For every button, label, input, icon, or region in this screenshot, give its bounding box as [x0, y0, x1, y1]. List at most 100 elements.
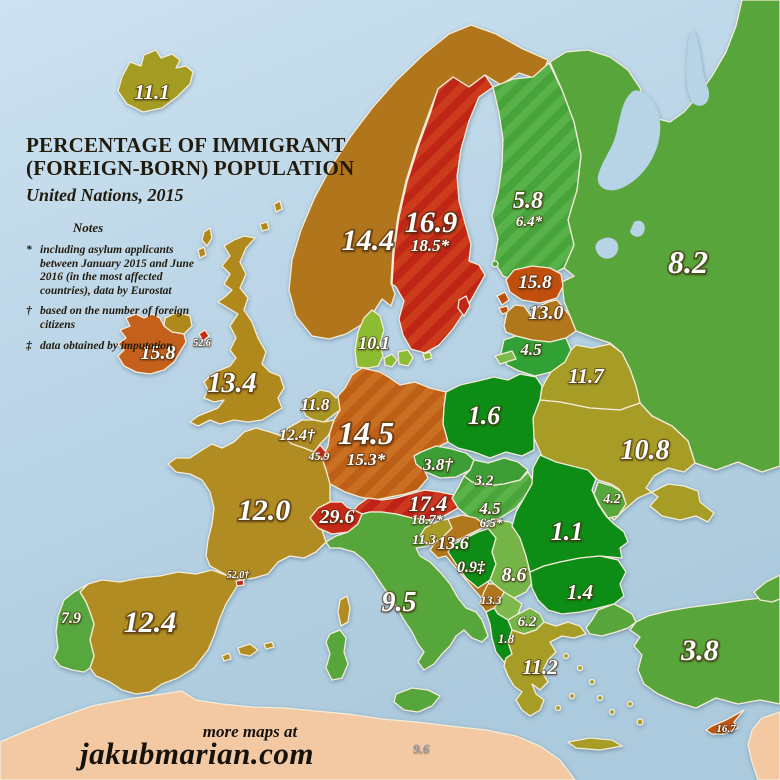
region-north-africa	[0, 690, 576, 780]
label-bosnia: 0.9‡	[457, 559, 486, 576]
country-denmark	[354, 309, 385, 369]
country-cyprus	[705, 709, 745, 735]
title-block: PERCENTAGE OF IMMIGRANT (FOREIGN-BORN) P…	[26, 133, 356, 360]
label-estonia: 15.8	[518, 272, 552, 293]
region-kaliningrad	[494, 350, 517, 365]
label-lithuania: 4.5	[519, 340, 542, 359]
label-spain: 12.4	[124, 606, 177, 639]
footer-more-maps: more maps at	[202, 722, 298, 741]
label-montenegro: 13.3	[481, 593, 502, 607]
label-hungary: 4.5	[478, 499, 501, 518]
note-asterisk: * including asylum applicants between Ja…	[26, 244, 194, 298]
label-belarus: 11.7	[568, 364, 605, 388]
country-united-kingdom	[189, 235, 285, 427]
note-dagger: † based on the number of foreign citizen…	[26, 305, 194, 332]
label-ireland: 15.8	[141, 342, 176, 364]
label-andorra: 52.0†	[227, 570, 251, 581]
label-switzerland: 29.6	[319, 506, 355, 528]
region-middle-east	[747, 711, 780, 780]
country-poland	[442, 373, 543, 459]
label-albania: 1.8	[498, 631, 515, 646]
country-czech-republic	[413, 445, 475, 479]
barents-inlet	[686, 30, 710, 106]
white-sea	[597, 90, 661, 191]
island-bornholm	[422, 351, 433, 361]
island-zealand	[397, 349, 414, 367]
label-germany-alt: 15.3*	[347, 450, 386, 469]
page-title-line2: (FOREIGN-BORN) POPULATION	[26, 156, 355, 181]
note-double-dagger-text: data obtained by imputation	[40, 339, 173, 352]
page-subtitle: United Nations, 2015	[26, 185, 184, 206]
island-mallorca	[237, 643, 259, 657]
label-belgium: 12.4†	[279, 427, 316, 444]
country-portugal	[53, 583, 95, 673]
country-sweden	[391, 74, 494, 354]
island-ibiza	[221, 652, 232, 662]
notes-heading: Notes	[72, 220, 104, 236]
label-austria: 17.4	[409, 491, 448, 516]
label-slovakia: 3.2	[474, 473, 494, 489]
label-turkey: 3.8	[680, 634, 719, 667]
label-united-kingdom: 13.4	[208, 368, 257, 399]
island-crete	[567, 737, 623, 751]
note-double-dagger: ‡ data obtained by imputation	[26, 340, 194, 354]
label-poland: 1.6	[468, 401, 501, 430]
island-corsica	[337, 595, 351, 627]
country-romania	[511, 454, 629, 573]
country-isle-of-man	[198, 329, 210, 342]
label-latvia: 13.0	[529, 302, 564, 324]
label-czech-republic: 3.8†	[422, 455, 453, 474]
country-italy	[325, 511, 489, 671]
label-macedonia: 6.2	[518, 614, 537, 630]
label-netherlands: 11.8	[301, 395, 330, 414]
label-sweden-alt: 18.5*	[411, 236, 450, 255]
island-menorca	[263, 641, 275, 650]
lake-ladoga	[595, 237, 619, 259]
label-sweden: 16.9	[405, 206, 458, 239]
aegean-islands	[554, 652, 644, 726]
label-iceland: 11.1	[134, 80, 170, 104]
double-dagger-symbol: ‡	[26, 339, 32, 352]
island-gotland	[457, 295, 471, 317]
note-asterisk-text: including asylum applicants between Janu…	[40, 244, 194, 297]
label-slovenia: 11.3	[412, 533, 436, 548]
label-malta: 9.6	[413, 741, 430, 756]
island-sardinia	[325, 629, 349, 681]
island-saaremaa	[496, 291, 510, 306]
country-iceland	[117, 49, 194, 113]
country-netherlands	[301, 389, 341, 423]
label-cyprus: 16.7	[716, 723, 736, 735]
label-romania: 1.1	[551, 517, 584, 546]
country-spain	[79, 569, 243, 695]
island-funen	[383, 353, 398, 368]
dagger-symbol: †	[26, 305, 32, 318]
label-luxembourg: 45.9	[308, 449, 330, 463]
country-turkey-thrace	[585, 603, 637, 637]
country-greece	[503, 621, 587, 717]
value-labels: 11.1 14.4 16.9 18.5* 5.8 6.4* 8.2 15.8 1…	[60, 79, 737, 756]
label-croatia: 13.6	[437, 533, 469, 553]
notes-block: Notes * including asylum applicants betw…	[26, 220, 194, 353]
country-estonia	[505, 265, 564, 304]
island-aland	[491, 260, 499, 268]
label-moldova: 4.2	[602, 492, 621, 507]
country-bulgaria	[529, 555, 627, 615]
label-isle-of-man: 52.6	[193, 338, 211, 349]
label-denmark: 10.1	[358, 333, 390, 353]
country-andorra	[235, 579, 245, 587]
label-italy: 9.5	[382, 587, 417, 618]
scottish-islands	[197, 200, 283, 259]
footer-site-url: jakubmarian.com	[79, 736, 314, 771]
country-ireland	[117, 313, 187, 375]
label-france: 12.0	[238, 494, 291, 527]
label-russia: 8.2	[668, 244, 708, 280]
region-caucasus	[753, 574, 780, 603]
label-ukraine: 10.8	[621, 435, 670, 466]
label-serbia: 8.6	[502, 564, 527, 586]
lake-onega	[630, 220, 645, 237]
country-turkey	[629, 595, 780, 709]
asterisk-symbol: *	[26, 244, 32, 257]
island-sicily	[393, 687, 441, 713]
